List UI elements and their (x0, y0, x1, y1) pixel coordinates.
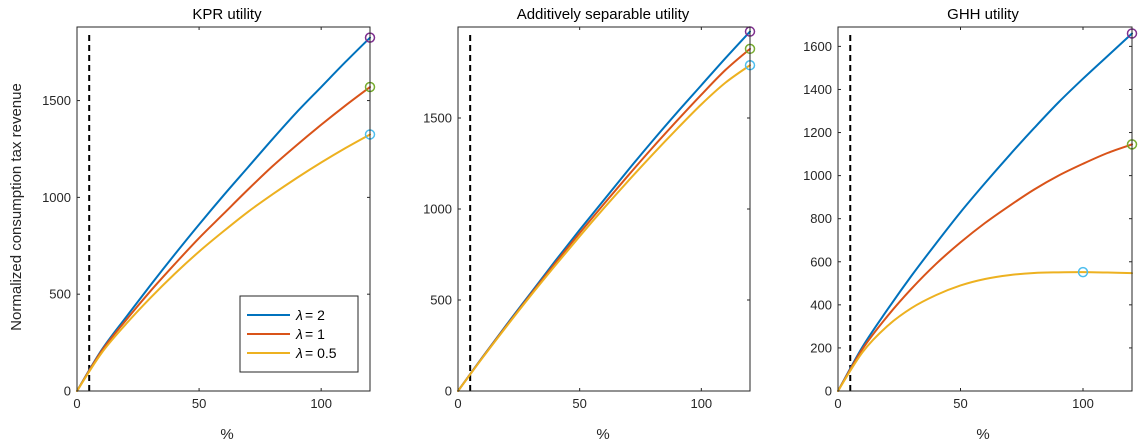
y-tick-label: 0 (445, 384, 452, 399)
y-tick-label: 1000 (42, 190, 71, 205)
x-axis-label: % (596, 426, 609, 443)
x-tick-label: 0 (834, 396, 841, 411)
y-tick-label: 200 (810, 340, 832, 355)
point-marker (1077, 266, 1089, 278)
x-tick-label: 50 (192, 396, 206, 411)
x-tick-label: 100 (690, 396, 712, 411)
y-tick-label: 500 (430, 293, 452, 308)
legend-symbol: λ (295, 345, 303, 361)
series-line (76, 133, 371, 392)
y-tick-label: 800 (810, 211, 832, 226)
axes-box (837, 26, 1133, 392)
axes-box (76, 26, 371, 392)
series-line (76, 86, 371, 392)
y-tick-label: 1000 (423, 202, 452, 217)
x-tick-label: 50 (953, 396, 967, 411)
y-tick-label: 1600 (803, 39, 832, 54)
x-tick-label: 50 (572, 396, 586, 411)
panel-title: Additively separable utility (517, 6, 690, 23)
series-line (837, 32, 1133, 392)
legend-label: = 2 (305, 307, 325, 323)
legend-label: = 1 (305, 326, 325, 342)
y-tick-label: 400 (810, 297, 832, 312)
series-line (837, 143, 1133, 392)
panel-kpr: KPR utility Normalized consumption tax r… (8, 6, 376, 443)
x-axis-label: % (976, 426, 989, 443)
series-line (837, 271, 1133, 392)
x-tick-label: 100 (1072, 396, 1094, 411)
y-tick-label: 0 (64, 384, 71, 399)
panel-title: KPR utility (192, 6, 262, 23)
legend: λ = 2 λ = 1 λ = 0.5 (239, 295, 359, 373)
x-axis-label: % (220, 426, 233, 443)
y-tick-label: 500 (49, 287, 71, 302)
y-tick-label: 1500 (42, 93, 71, 108)
y-tick-label: 1400 (803, 82, 832, 97)
y-tick-label: 1000 (803, 168, 832, 183)
panel-ghh: GHH utility % 0 50 10002004006008001000120… (803, 6, 1138, 443)
y-tick-label: 1200 (803, 125, 832, 140)
panel-title: GHH utility (947, 6, 1019, 23)
legend-symbol: λ (295, 326, 303, 342)
y-tick-label: 1500 (423, 111, 452, 126)
x-tick-label: 100 (310, 396, 332, 411)
y-axis-label: Normalized consumption tax revenue (8, 83, 25, 331)
series-line (76, 36, 371, 392)
series-line (457, 64, 751, 392)
legend-label: = 0.5 (305, 345, 337, 361)
panel-additively-separable: Additively separable utility % 0 50 100050… (423, 6, 756, 443)
legend-symbol: λ (295, 307, 303, 323)
x-tick-label: 0 (454, 396, 461, 411)
y-tick-label: 0 (825, 384, 832, 399)
y-tick-label: 600 (810, 254, 832, 269)
x-tick-label: 0 (73, 396, 80, 411)
series-line (457, 30, 751, 392)
